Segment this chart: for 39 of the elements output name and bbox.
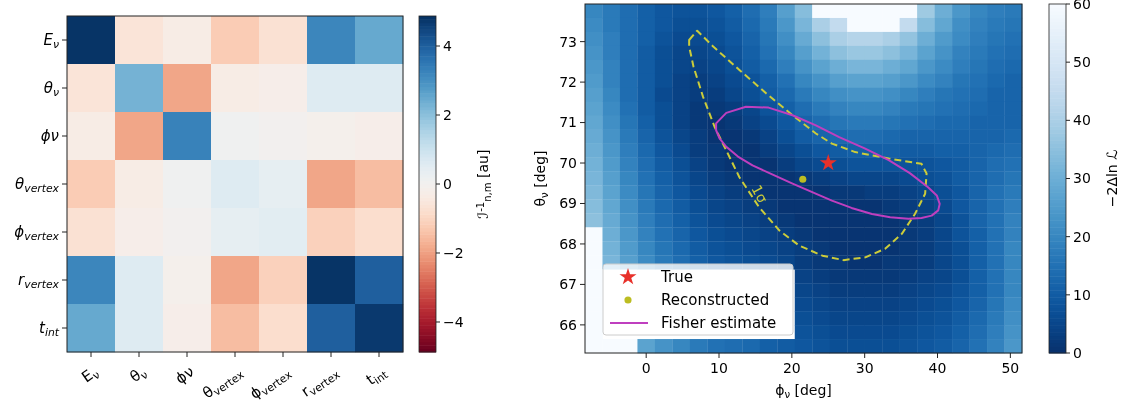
x-tick-label: 30 [855,360,874,376]
y-tick-label: 72 [559,74,577,90]
color-bar-label: 20 [1073,228,1091,245]
legend-label: True [660,268,693,287]
x-tick-label: 50 [1001,360,1020,376]
y-tick-label: ϕ$_{vertex}$ [14,223,60,243]
y-tick-label: 68 [559,235,577,252]
x-tick-label: 40 [928,360,947,376]
annotation: Fisher estimate [661,314,777,333]
y-tick-label: 66 [559,316,578,333]
color-bar-label: 50 [1073,54,1091,71]
x-tick-label: 20 [782,360,801,376]
color-bar-label: 10 [1073,286,1091,303]
y-tick-label: 69 [559,195,577,212]
color-bar-label: −2 [443,244,464,261]
y-tick-label: θ$_{vertex}$ [15,175,60,195]
y-tick-label: 71 [559,114,577,131]
x-tick-label: 0 [641,360,651,376]
color-bar-title: −2Δln ℒ [1104,149,1120,208]
color-bar-label: −4 [443,313,464,330]
color-bar-label: 0 [443,175,452,192]
color-bar-label: 2 [443,106,452,123]
legend-label: Reconstructed [661,291,770,310]
x-tick-label: ϕν [171,362,198,388]
y-tick-label: E$_{ν}$ [43,31,59,51]
y-tick-label: t$_{int}$ [39,319,60,339]
color-bar-label: 0 [1073,344,1082,361]
y-tick-label: 70 [559,154,577,171]
y-tick-label: r$_{vertex}$ [18,271,60,291]
annotation: 1σ [748,182,771,206]
color-bar-label: 40 [1073,112,1091,129]
x-tick-label: 10 [710,360,728,376]
y-tick-label: 73 [559,33,577,50]
y-tick-label: ϕν [40,127,59,146]
y-tick-label: θ$_{ν}$ [43,79,59,99]
color-bar-label: 4 [443,37,452,54]
x-axis-title: ϕ$_{ν}$ [deg] [775,382,832,400]
y-tick-label: 67 [559,276,577,293]
color-bar-label: 30 [1073,170,1091,187]
